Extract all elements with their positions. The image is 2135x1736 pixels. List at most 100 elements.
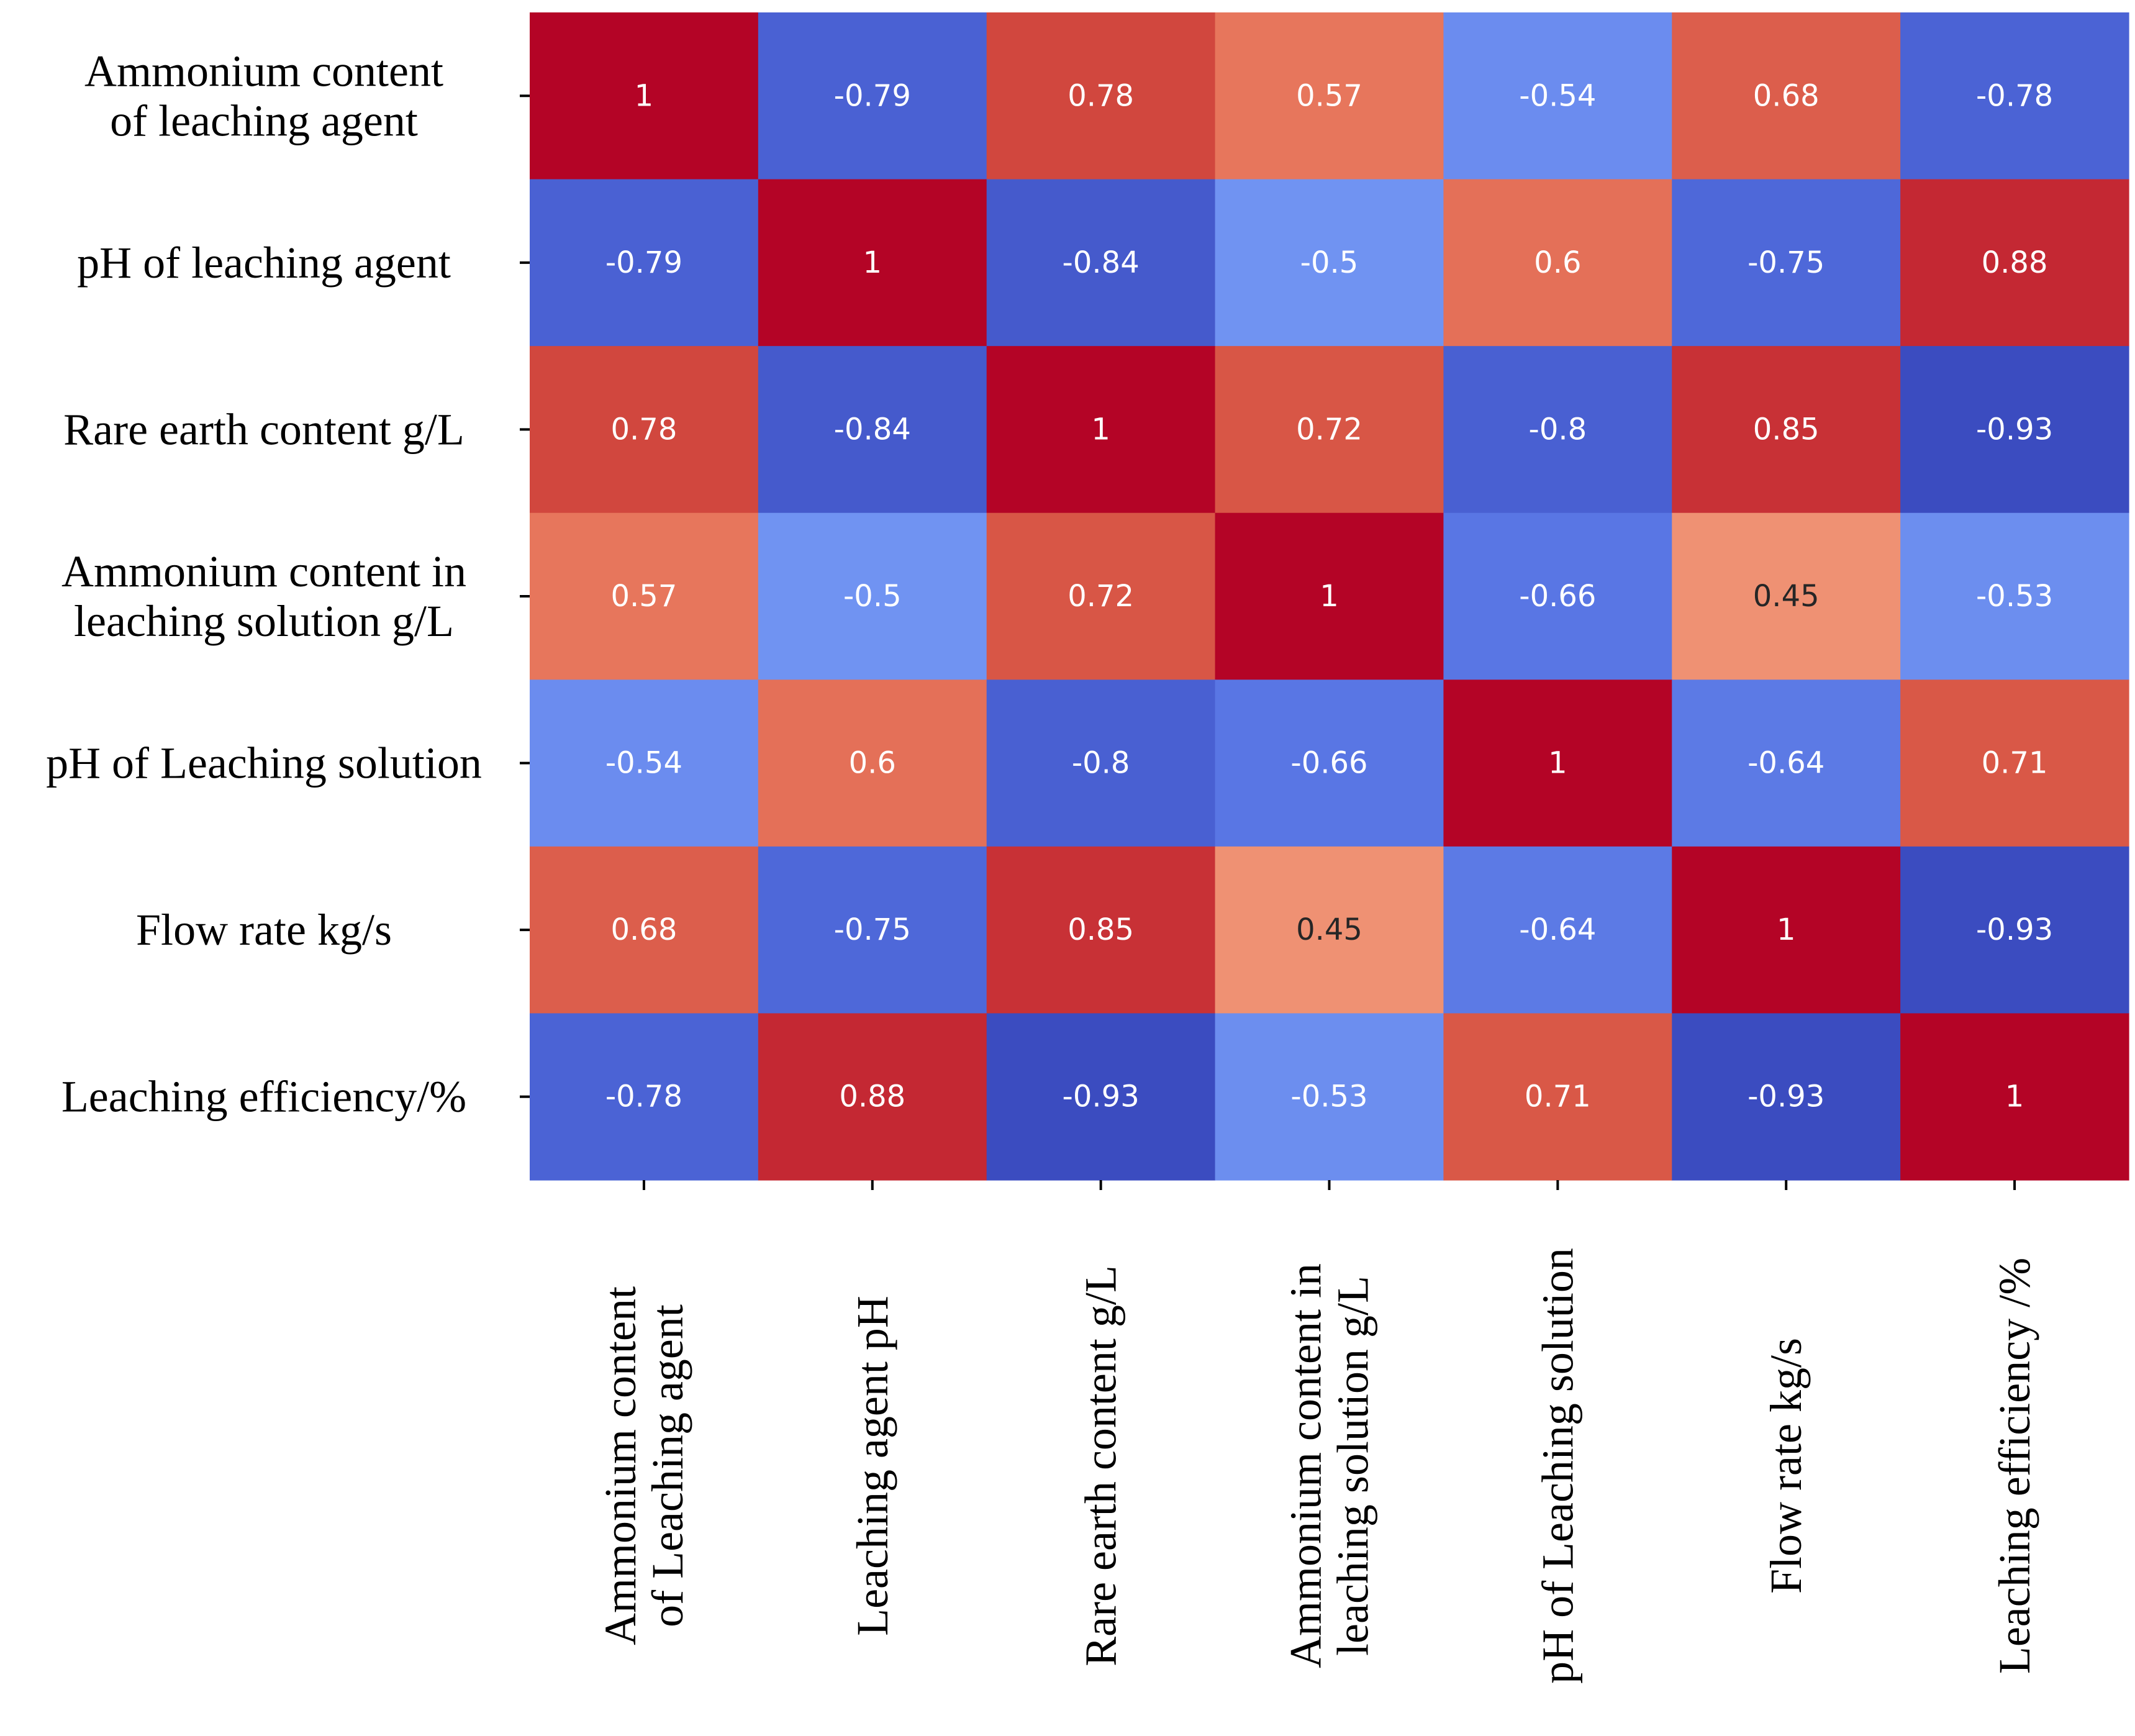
row-label-1: pH of leaching agent xyxy=(77,238,451,288)
row-label-6: Leaching efficiency/% xyxy=(61,1072,466,1122)
heatmap-cell-value-r6-c6: 1 xyxy=(2005,1079,2024,1114)
heatmap-cell-r1-c5 xyxy=(1672,179,1901,347)
heatmap-cell-value-r0-c1: -0.79 xyxy=(834,78,911,113)
heatmap-cell-value-r5-c5: 1 xyxy=(1777,912,1796,947)
heatmap-cell-r6-c4 xyxy=(1443,1013,1672,1181)
heatmap-cell-value-r5-c4: -0.64 xyxy=(1519,912,1596,947)
heatmap-cell-r0-c1 xyxy=(758,12,987,180)
heatmap-cell-r0-c5 xyxy=(1672,12,1901,180)
col-label-2: Rare earth content g/L xyxy=(1076,1265,1126,1666)
heatmap-cell-r6-c6 xyxy=(1900,1013,2129,1181)
heatmap-cell-value-r2-c1: -0.84 xyxy=(834,412,911,447)
heatmap-cell-value-r4-c5: -0.64 xyxy=(1747,746,1824,781)
heatmap-cell-value-r3-c3: 1 xyxy=(1320,579,1339,614)
heatmap-cell-r2-c2 xyxy=(986,346,1216,514)
heatmap-cell-r5-c3 xyxy=(1215,846,1444,1014)
heatmap-cell-value-r6-c2: -0.93 xyxy=(1063,1079,1140,1114)
heatmap-cell-value-r1-c1: 1 xyxy=(863,245,882,280)
heatmap-cell-value-r5-c1: -0.75 xyxy=(834,912,911,947)
heatmap-cell-r2-c5 xyxy=(1672,346,1901,514)
heatmap-cell-r3-c1 xyxy=(758,512,987,680)
heatmap-cell-r5-c6 xyxy=(1900,846,2129,1014)
heatmap-cell-value-r6-c4: 0.71 xyxy=(1525,1079,1591,1114)
heatmap-cell-r0-c6 xyxy=(1900,12,2129,180)
heatmap-cell-r5-c0 xyxy=(530,846,759,1014)
heatmap-cell-value-r6-c5: -0.93 xyxy=(1747,1079,1824,1114)
heatmap-cell-value-r4-c2: -0.8 xyxy=(1072,746,1130,781)
heatmap-cell-value-r3-c6: -0.53 xyxy=(1976,579,2053,614)
row-label-4: pH of Leaching solution xyxy=(46,738,482,788)
heatmap-cell-r3-c3 xyxy=(1215,512,1444,680)
heatmap-cell-r1-c6 xyxy=(1900,179,2129,347)
heatmap-cell-value-r3-c5: 0.45 xyxy=(1753,579,1820,614)
heatmap-cell-r0-c2 xyxy=(986,12,1216,180)
heatmap-cell-value-r4-c4: 1 xyxy=(1548,746,1567,781)
heatmap-cell-value-r4-c0: -0.54 xyxy=(605,746,682,781)
heatmap-cell-value-r1-c3: -0.5 xyxy=(1300,245,1359,280)
heatmap-cell-r3-c6 xyxy=(1900,512,2129,680)
heatmap-cell-value-r0-c5: 0.68 xyxy=(1753,78,1820,113)
heatmap-cell-value-r1-c0: -0.79 xyxy=(605,245,682,280)
heatmap-cell-r5-c2 xyxy=(986,846,1216,1014)
col-label-group-4: pH of Leaching solution xyxy=(1533,1248,1582,1684)
heatmap-cell-r6-c2 xyxy=(986,1013,1216,1181)
column-labels: Ammonium contentof Leaching agent Leachin… xyxy=(596,1180,2039,1684)
row-labels: Ammonium content of leaching agent pH of l… xyxy=(46,46,530,1122)
row-label-line: Ammonium content in xyxy=(61,547,466,596)
heatmap-cell-value-r1-c6: 0.88 xyxy=(1982,245,2048,280)
row-label-2: Rare earth content g/L xyxy=(63,404,465,454)
row-label-3: Ammonium content in leaching solution g/L xyxy=(61,547,466,646)
heatmap-cell-r3-c2 xyxy=(986,512,1216,680)
heatmap-cell-r2-c6 xyxy=(1900,346,2129,514)
col-label-group-5: Flow rate kg/s xyxy=(1761,1338,1811,1594)
col-label-line: pH of Leaching solution xyxy=(1533,1248,1582,1684)
heatmap-cell-value-r0-c2: 0.78 xyxy=(1068,78,1134,113)
heatmap-cell-value-r6-c3: -0.53 xyxy=(1290,1079,1367,1114)
heatmap-cell-value-r1-c4: 0.6 xyxy=(1534,245,1581,280)
heatmap-cell-r2-c1 xyxy=(758,346,987,514)
heatmap-cell-r4-c3 xyxy=(1215,679,1444,847)
heatmap-cell-value-r3-c4: -0.66 xyxy=(1519,579,1596,614)
row-label-0: Ammonium content of leaching agent xyxy=(84,46,443,145)
heatmap-cell-value-r1-c2: -0.84 xyxy=(1063,245,1140,280)
heatmap-cells: 1 -0.79 0.78 0.57 -0.54 0.68 -0.78 -0.79 1 -0.84 -… xyxy=(530,12,2129,1181)
heatmap-cell-r1-c0 xyxy=(530,179,759,347)
heatmap-cell-value-r5-c6: -0.93 xyxy=(1976,912,2053,947)
heatmap-cell-value-r6-c1: 0.88 xyxy=(839,1079,905,1114)
col-label-group-3: Ammonium content inleaching solution g/L xyxy=(1281,1263,1378,1668)
heatmap-cell-r6-c5 xyxy=(1672,1013,1901,1181)
row-label-line: pH of Leaching solution xyxy=(46,738,482,788)
heatmap-cell-r4-c1 xyxy=(758,679,987,847)
heatmap-cell-r0-c4 xyxy=(1443,12,1672,180)
heatmap-cell-value-r4-c3: -0.66 xyxy=(1290,746,1367,781)
col-label-group-0: Ammonium contentof Leaching agent xyxy=(596,1286,692,1645)
col-label-line: Ammonium content xyxy=(596,1286,645,1645)
heatmap-cell-value-r2-c0: 0.78 xyxy=(610,412,677,447)
heatmap-cell-r5-c4 xyxy=(1443,846,1672,1014)
col-label-line: Leaching agent pH xyxy=(848,1296,897,1636)
heatmap-cell-r5-c5 xyxy=(1672,846,1901,1014)
col-label-1: Leaching agent pH xyxy=(848,1296,897,1636)
heatmap-cell-r5-c1 xyxy=(758,846,987,1014)
heatmap-cell-value-r5-c0: 0.68 xyxy=(610,912,677,947)
col-label-line: leaching solution g/L xyxy=(1328,1276,1378,1656)
heatmap-cell-r6-c0 xyxy=(530,1013,759,1181)
col-label-0: Ammonium contentof Leaching agent xyxy=(596,1286,692,1645)
col-label-3: Ammonium content inleaching solution g/L xyxy=(1281,1263,1378,1668)
heatmap-cell-r3-c0 xyxy=(530,512,759,680)
col-label-line: Ammonium content in xyxy=(1281,1263,1331,1668)
row-label-line: leaching solution g/L xyxy=(74,596,454,646)
col-label-4: pH of Leaching solution xyxy=(1533,1248,1582,1684)
heatmap-cell-value-r2-c5: 0.85 xyxy=(1753,412,1820,447)
row-label-line: pH of leaching agent xyxy=(77,238,451,288)
col-label-line: Leaching efficiency /% xyxy=(1990,1258,2039,1674)
row-label-line: Ammonium content xyxy=(84,46,443,96)
row-label-5: Flow rate kg/s xyxy=(136,905,392,955)
row-label-line: Flow rate kg/s xyxy=(136,905,392,955)
heatmap-cell-value-r3-c1: -0.5 xyxy=(843,579,902,614)
heatmap-cell-r4-c2 xyxy=(986,679,1216,847)
heatmap-cell-r3-c5 xyxy=(1672,512,1901,680)
row-label-line: Rare earth content g/L xyxy=(63,404,465,454)
heatmap-cell-r2-c0 xyxy=(530,346,759,514)
heatmap-cell-value-r4-c6: 0.71 xyxy=(1982,746,2048,781)
